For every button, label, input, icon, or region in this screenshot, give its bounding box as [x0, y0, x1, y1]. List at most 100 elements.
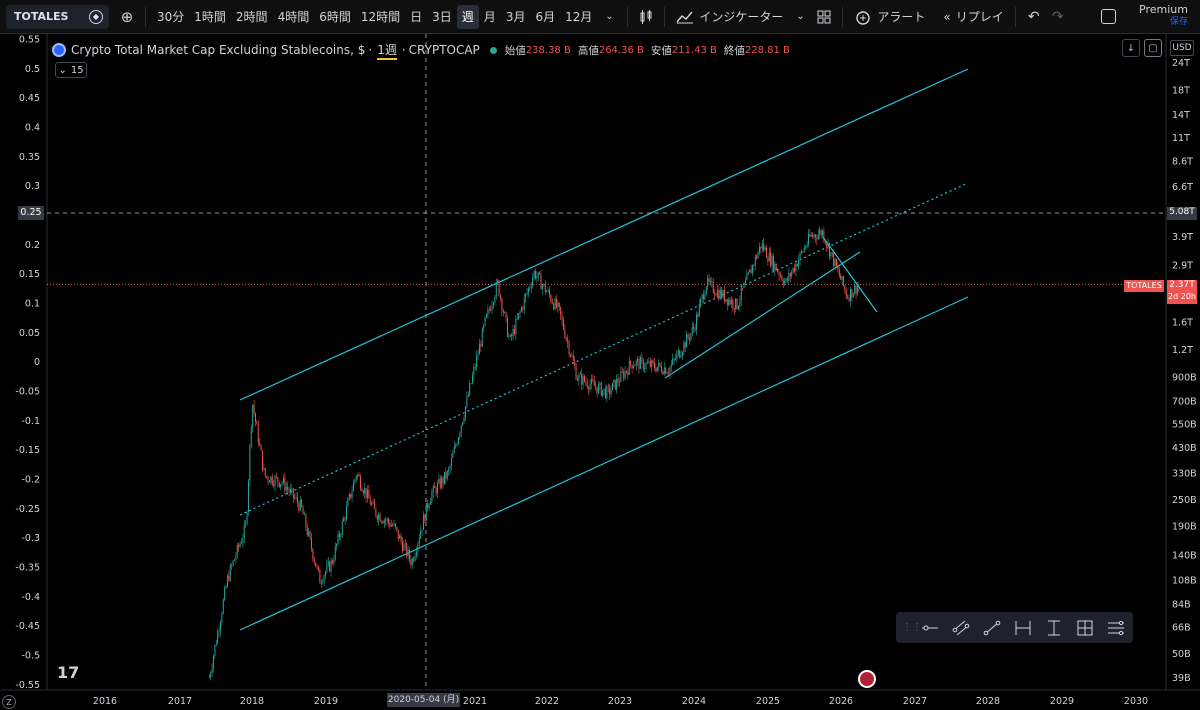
- candle-body: [400, 535, 402, 542]
- date-price-range-icon[interactable]: [1069, 612, 1100, 643]
- right-tick-label: 700B: [1172, 397, 1197, 408]
- diamond-icon[interactable]: ◆: [89, 9, 103, 24]
- us-flag-icon[interactable]: [858, 670, 876, 688]
- drawings-layer[interactable]: [239, 68, 969, 631]
- currency-select[interactable]: USD: [1170, 40, 1194, 56]
- chevron-down-icon[interactable]: ⌄: [796, 11, 805, 22]
- date-range-icon[interactable]: [1007, 612, 1038, 643]
- interval-0[interactable]: 30分: [157, 10, 185, 24]
- drag-handle-icon[interactable]: ⋮⋮: [902, 622, 922, 633]
- layout-grid-icon[interactable]: [812, 5, 836, 29]
- download-icon[interactable]: ↓: [1122, 39, 1140, 57]
- candle-body: [330, 560, 332, 572]
- chevron-down-icon[interactable]: ⌄: [605, 11, 614, 22]
- candle-body: [674, 358, 676, 360]
- indicators-label: インジケーター: [699, 10, 784, 24]
- symbol-search[interactable]: TOTALES ◆: [6, 4, 109, 29]
- legend-exchange[interactable]: CRYPTOCAP: [408, 43, 480, 57]
- screenshot-icon[interactable]: ▢: [1144, 39, 1162, 57]
- candle-body: [417, 543, 419, 552]
- candle-body: [855, 285, 857, 294]
- alert-button[interactable]: アラート: [849, 5, 930, 29]
- candle-body: [562, 319, 564, 330]
- candle-body: [858, 284, 860, 287]
- settings-lines-icon[interactable]: [1100, 612, 1131, 643]
- horizontal-ray-icon[interactable]: [914, 612, 945, 643]
- candle-body: [729, 299, 731, 305]
- interval-1[interactable]: 1時間: [194, 10, 226, 24]
- right-tick-label: 330B: [1172, 469, 1197, 480]
- candle-body: [252, 404, 254, 427]
- interval-8[interactable]: 週: [456, 4, 479, 29]
- candle-body: [509, 334, 511, 337]
- indicators-button[interactable]: インジケーター: [671, 5, 788, 29]
- candle-body: [387, 518, 389, 523]
- candle-body: [224, 588, 226, 600]
- candle-body: [275, 476, 277, 478]
- candle-body: [704, 293, 706, 300]
- indicator-chart-icon: [676, 11, 694, 23]
- left-tick-label: -0.25: [15, 504, 40, 515]
- premium-save[interactable]: Premium 保存: [1139, 4, 1188, 28]
- candle-body: [532, 277, 534, 287]
- price-range-icon[interactable]: [1038, 612, 1069, 643]
- right-tick-label: 430B: [1172, 443, 1197, 454]
- interval-10[interactable]: 3月: [505, 10, 526, 24]
- candle-body: [715, 294, 717, 296]
- interval-4[interactable]: 6時間: [319, 10, 351, 24]
- replay-button[interactable]: « リプレイ: [938, 5, 1008, 29]
- add-symbol-icon[interactable]: ⊕: [120, 7, 134, 26]
- candle-body: [735, 298, 737, 310]
- undo-icon[interactable]: ↶: [1027, 8, 1040, 25]
- left-price-axis[interactable]: 0.55 0.5 0.45 0.4 0.35 0.3 0.25 0.2 0.15 0.1 0.05 0…: [15, 34, 48, 691]
- tradingview-logo-icon[interactable]: 17: [57, 663, 80, 682]
- candle-body: [371, 503, 373, 505]
- trend-line-icon[interactable]: [976, 612, 1007, 643]
- redo-icon[interactable]: ↷: [1051, 8, 1064, 25]
- candle-body: [648, 361, 650, 363]
- legend-title[interactable]: Crypto Total Market Cap Excluding Stable…: [71, 43, 366, 57]
- interval-5[interactable]: 12時間: [360, 10, 401, 24]
- candle-body: [358, 474, 360, 477]
- candle-body: [333, 559, 335, 564]
- left-tick-label: 0.45: [19, 93, 40, 104]
- candle-body: [432, 486, 434, 493]
- candle-body: [575, 365, 577, 380]
- interval-11[interactable]: 6月: [535, 10, 556, 24]
- time-axis[interactable]: 2016 2017 2018 2019 2021 2022 2023 2024 2025 2026…: [0, 689, 1200, 707]
- parallel-channel-icon[interactable]: [945, 612, 976, 643]
- interval-9[interactable]: 月: [483, 10, 496, 24]
- legend-interval[interactable]: 1週: [377, 41, 397, 60]
- interval-3[interactable]: 4時間: [277, 10, 310, 24]
- candle-body: [753, 265, 755, 266]
- candle-body: [628, 360, 630, 375]
- interval-2[interactable]: 2時間: [235, 10, 268, 24]
- candle-body: [820, 230, 822, 236]
- divider: [1014, 6, 1016, 27]
- candle-body: [466, 396, 468, 407]
- candle-body: [249, 445, 251, 481]
- chart-canvas[interactable]: 0.55 0.5 0.45 0.4 0.35 0.3 0.25 0.2 0.15 0.1 0.05 0…: [0, 34, 1200, 710]
- interval-12[interactable]: 12月: [565, 10, 593, 24]
- candle-body: [708, 277, 710, 283]
- candle-body: [424, 514, 426, 522]
- candle-body: [543, 283, 545, 286]
- indicators-collapse-button[interactable]: ⌄ 15: [55, 62, 87, 78]
- interval-7[interactable]: 3日: [432, 10, 452, 24]
- candle-body: [651, 360, 653, 368]
- candle-body: [219, 622, 221, 631]
- candle-body: [688, 337, 690, 340]
- zoom-z-icon[interactable]: Z: [2, 695, 16, 709]
- candle-body: [522, 307, 524, 310]
- fullscreen-checkbox-icon[interactable]: [1101, 9, 1116, 24]
- divider: [627, 6, 629, 27]
- candle-body: [722, 290, 724, 298]
- interval-6[interactable]: 日: [410, 10, 423, 24]
- candle-body: [329, 561, 331, 572]
- collapsed-count: 15: [70, 64, 84, 76]
- candle-body: [319, 570, 321, 584]
- candle-body: [788, 273, 790, 281]
- right-price-axis[interactable]: 24T 18T 14T 11T 8.6T 6.6T 3.9T 2.9T 1.6T 1.2T 900B…: [1165, 34, 1197, 690]
- candle-body: [746, 274, 748, 281]
- candles-icon[interactable]: [634, 5, 658, 29]
